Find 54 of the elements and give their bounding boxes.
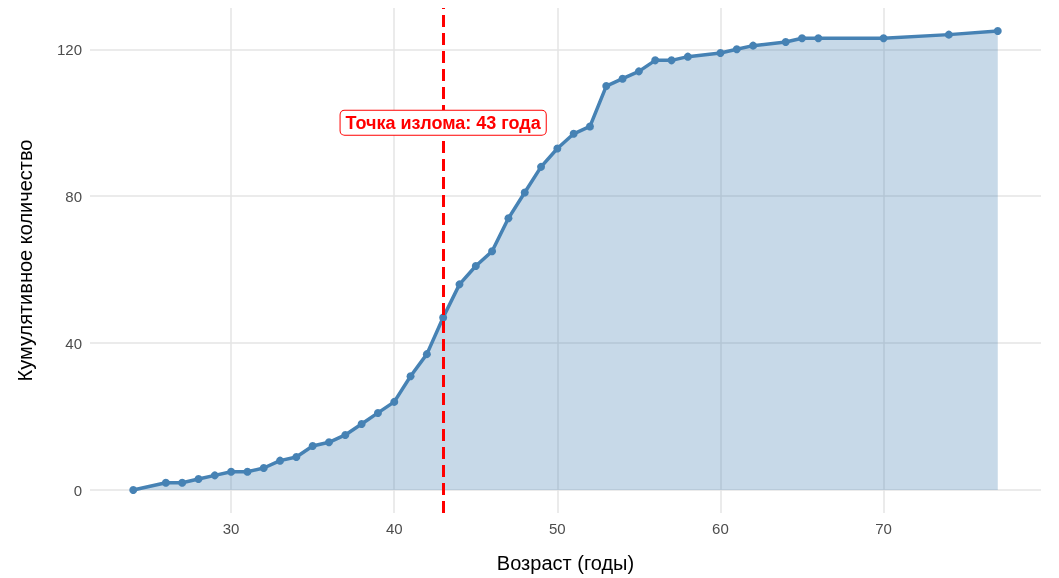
annotation: Точка излома: 43 года — [345, 112, 542, 133]
point — [651, 56, 660, 65]
point — [504, 214, 513, 223]
point — [553, 144, 562, 153]
point — [292, 452, 301, 461]
point — [602, 82, 611, 91]
y-tick-label: 120 — [56, 40, 82, 58]
point — [569, 129, 578, 138]
point — [667, 56, 676, 65]
point — [455, 280, 464, 289]
x-axis-title: Возраст (годы) — [496, 552, 635, 574]
point — [879, 34, 888, 43]
point — [390, 397, 399, 406]
point — [194, 475, 203, 484]
point — [716, 48, 725, 57]
point — [520, 188, 529, 197]
point — [814, 34, 823, 43]
x-tick-label: 50 — [549, 520, 566, 537]
point — [406, 372, 415, 381]
point — [422, 350, 431, 359]
y-tick-label: 80 — [65, 187, 82, 205]
x-tick-label: 60 — [712, 520, 729, 537]
x-tick-label: 70 — [875, 520, 892, 537]
point — [243, 467, 252, 476]
point — [161, 478, 170, 487]
point — [357, 419, 366, 428]
point — [944, 30, 953, 39]
point — [129, 486, 138, 495]
point — [276, 456, 285, 465]
x-tick-label: 30 — [222, 520, 240, 537]
point — [488, 247, 497, 256]
point — [618, 74, 627, 83]
y-axis-title: Кумулятивное количество — [14, 139, 36, 382]
point — [732, 45, 741, 54]
point — [749, 41, 758, 50]
point — [798, 34, 807, 43]
point — [634, 67, 643, 76]
point — [537, 162, 546, 171]
point — [178, 478, 187, 487]
point — [585, 122, 594, 131]
point — [993, 26, 1002, 35]
y-tick-label: 40 — [65, 334, 82, 352]
point — [210, 471, 219, 480]
point — [341, 430, 350, 439]
point — [373, 408, 382, 417]
point — [471, 262, 480, 271]
point — [324, 438, 333, 447]
point — [683, 52, 692, 61]
point — [227, 467, 236, 476]
x-tick-label: 40 — [385, 520, 403, 537]
point — [308, 441, 317, 450]
point — [781, 37, 790, 46]
y-tick-label: 0 — [73, 481, 82, 499]
point — [259, 464, 268, 473]
